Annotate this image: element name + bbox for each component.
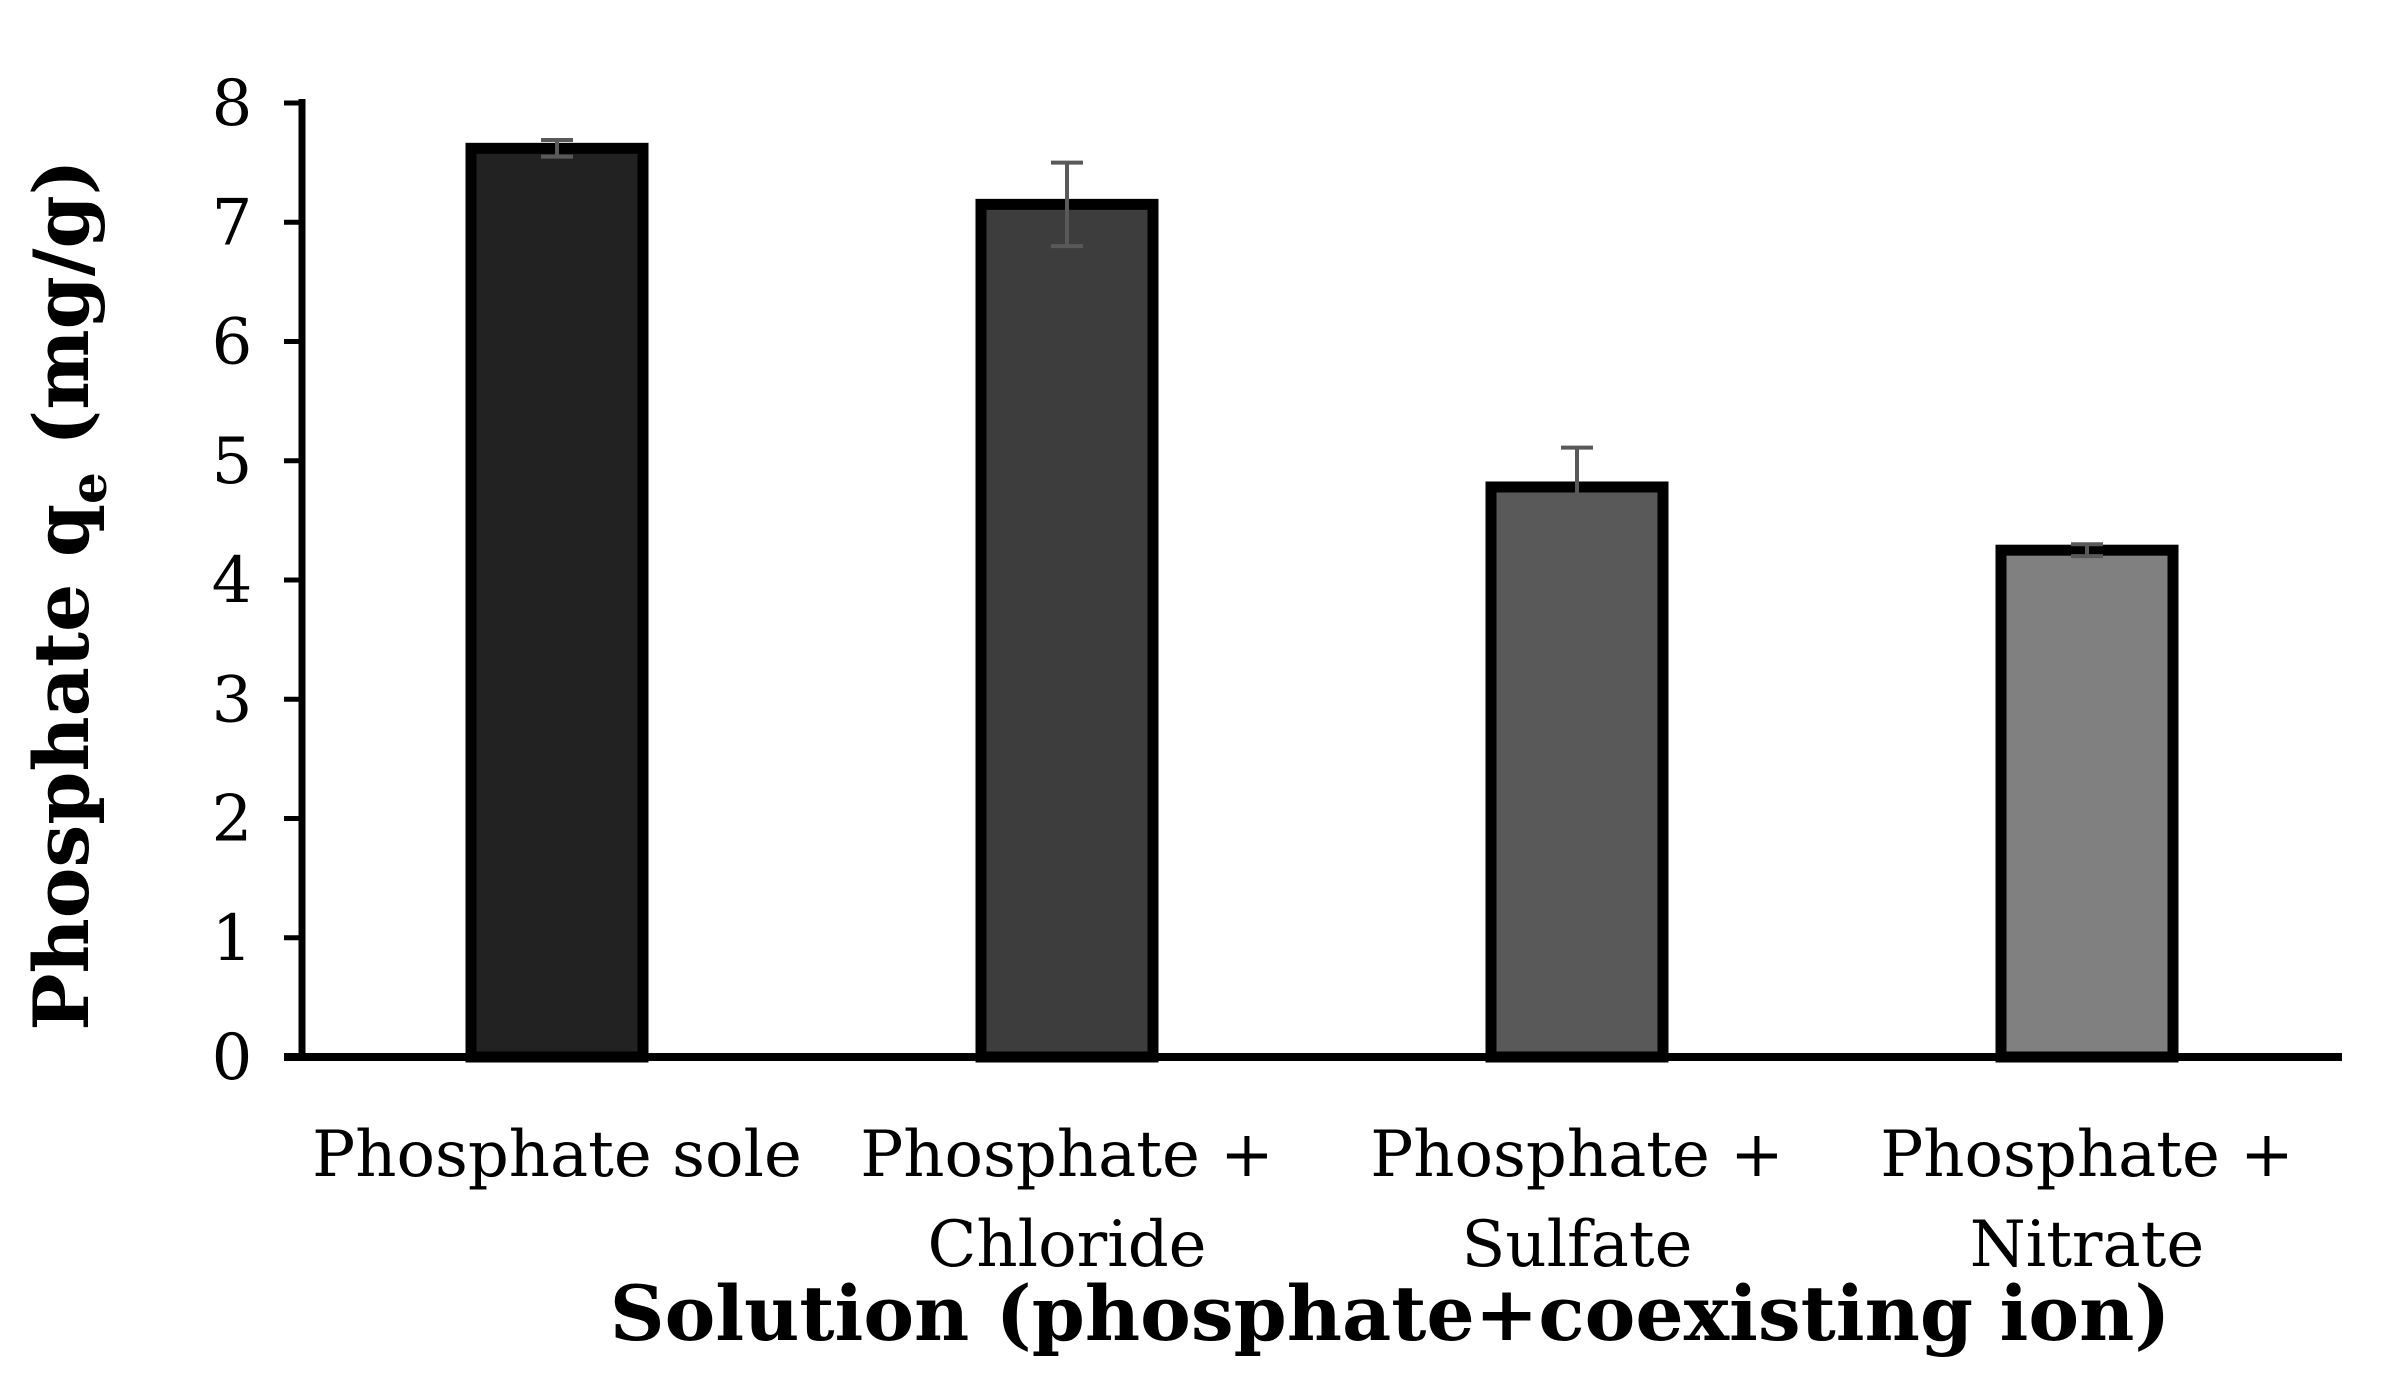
- x-category-label: Phosphate + Sulfate: [1370, 1118, 1784, 1282]
- bar: [1485, 481, 1669, 1063]
- y-axis-title-unit: (mg/g): [17, 159, 106, 445]
- y-tick-label: 4: [212, 544, 253, 618]
- y-tick-label: 3: [212, 663, 253, 737]
- x-category-label-line: Phosphate +: [1370, 1118, 1784, 1192]
- y-tick-label: 5: [212, 425, 253, 499]
- axes: [284, 99, 2342, 1061]
- x-category-label: Phosphate + Nitrate: [1880, 1118, 2294, 1282]
- bar: [465, 142, 649, 1063]
- x-category-label-line: Chloride: [927, 1208, 1206, 1282]
- x-axis-title: Solution (phosphate+coexisting ion): [610, 1269, 2171, 1358]
- y-tick-label: 7: [212, 186, 253, 260]
- x-axis-category-labels: Phosphate sole Phosphate + ChloridePhospha…: [312, 1118, 2294, 1282]
- svg-text:Phosphate qe (mg/g): Phosphate qe (mg/g): [17, 159, 118, 1030]
- y-tick-label: 6: [212, 306, 253, 380]
- y-axis-title-subscript: e: [59, 472, 118, 504]
- y-tick-label: 0: [212, 1021, 253, 1095]
- x-category-label: Phosphate + Chloride: [860, 1118, 1274, 1282]
- bars: [465, 142, 2179, 1063]
- x-category-label-line: Phosphate sole: [312, 1118, 802, 1192]
- y-axis-title: Phosphate qe (mg/g): [17, 159, 118, 1030]
- x-category-label-line: Nitrate: [1970, 1208, 2205, 1282]
- bar: [1995, 544, 2179, 1063]
- x-category-label-line: Phosphate +: [860, 1118, 1274, 1192]
- y-axis-ticks: 0 1 2 3 4 5 6 7 8: [212, 67, 302, 1095]
- y-axis-title-main: Phosphate q: [17, 504, 106, 1031]
- x-category-label: Phosphate sole: [312, 1118, 802, 1192]
- y-tick-label: 2: [212, 783, 253, 857]
- x-category-label-line: Phosphate +: [1880, 1118, 2294, 1192]
- y-tick-label: 1: [212, 902, 253, 976]
- x-category-label-line: Sulfate: [1462, 1208, 1693, 1282]
- bar: [975, 198, 1159, 1063]
- error-bars: [541, 137, 2103, 559]
- y-tick-label: 8: [212, 67, 253, 141]
